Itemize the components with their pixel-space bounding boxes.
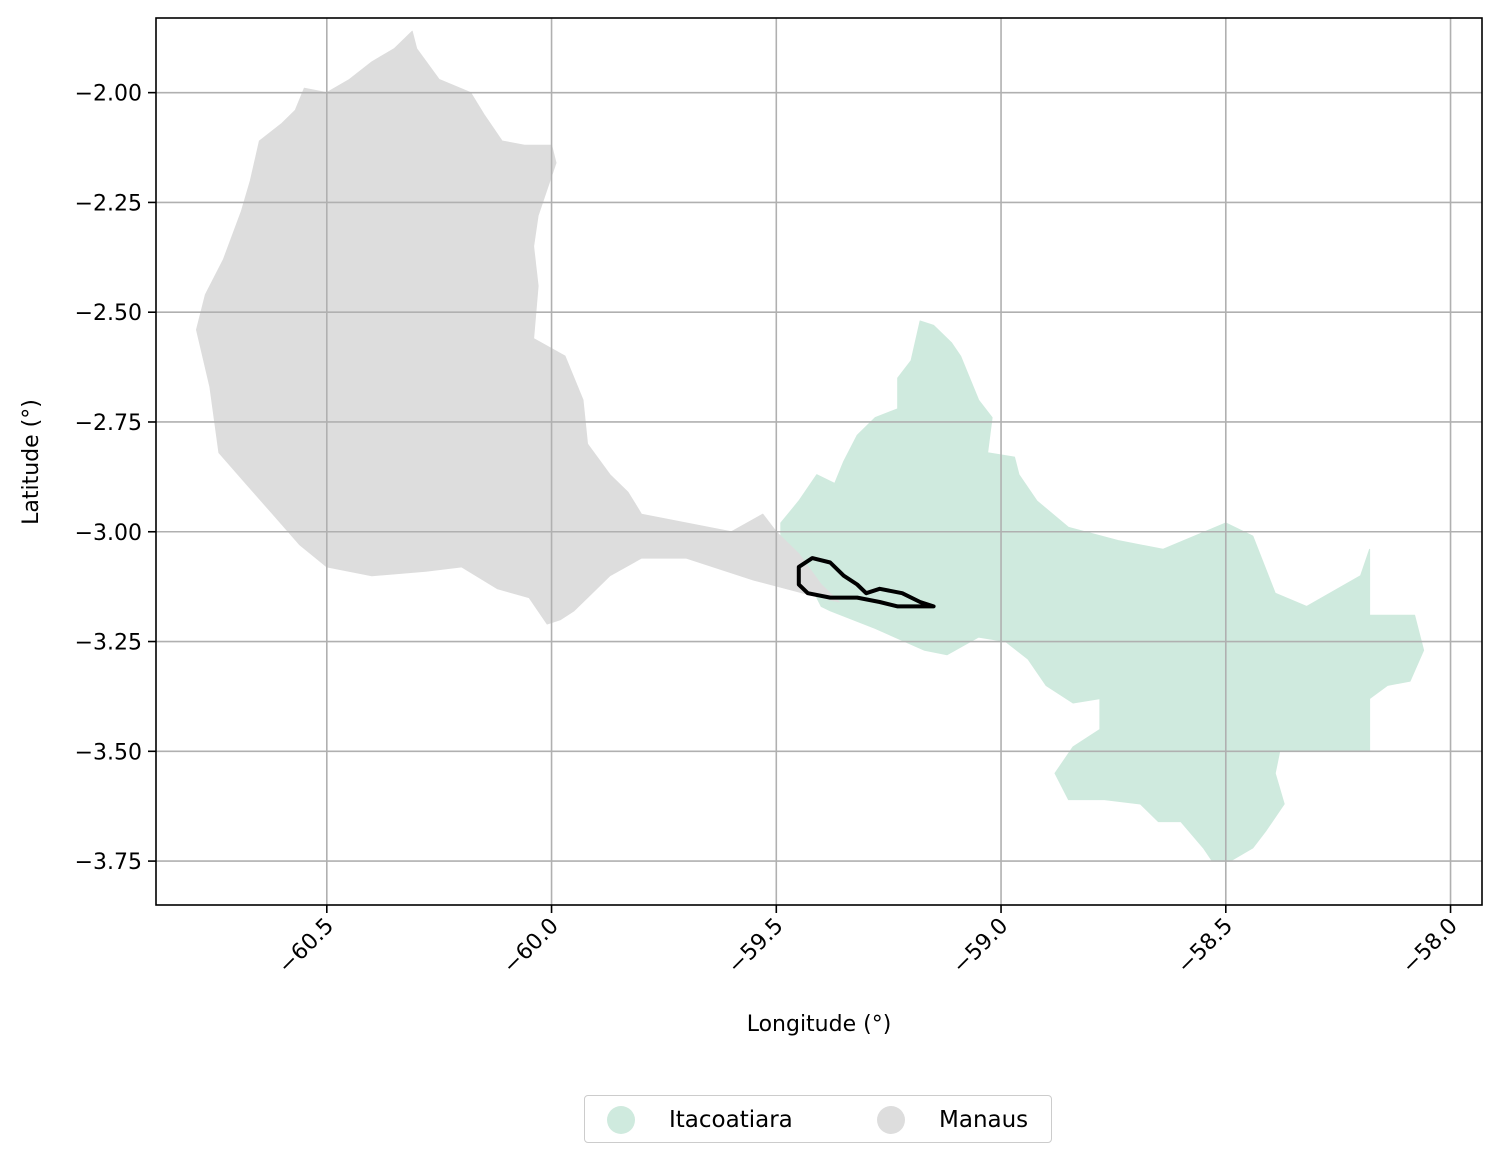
y-tick-label: −2.50 [75, 301, 142, 326]
legend-item-itacoatiara: Itacoatiara [607, 1096, 793, 1144]
y-tick-label: −2.75 [75, 411, 142, 436]
x-tick-label: −58.5 [1173, 914, 1238, 979]
y-axis-ticks: −2.00 −2.25 −2.50 −2.75 −3.00 −3.25 −3.50 −3.75 [75, 82, 156, 875]
x-tick-label: −59.5 [723, 914, 788, 979]
x-axis-label: Longitude (°) [747, 1012, 892, 1037]
x-tick-label: −59.0 [948, 914, 1013, 979]
legend-swatch-itacoatiara [607, 1106, 635, 1134]
grid-layer [156, 18, 1482, 905]
region-itacoatiara [780, 320, 1425, 862]
legend-label-itacoatiara: Itacoatiara [669, 1107, 793, 1133]
x-tick-label: −58.0 [1397, 914, 1462, 979]
outline-layer [796, 556, 936, 609]
legend-item-manaus: Manaus [877, 1096, 1028, 1144]
y-tick-label: −3.00 [75, 521, 142, 546]
legend-label-manaus: Manaus [939, 1107, 1029, 1133]
y-tick-label: −2.00 [75, 82, 142, 107]
y-tick-label: −3.75 [75, 850, 142, 875]
y-tick-label: −3.50 [75, 740, 142, 765]
x-axis-ticks: −60.5 −60.0 −59.5 −59.0 −58.5 −58.0 [274, 905, 1463, 979]
x-tick-label: −60.5 [274, 914, 339, 979]
legend-swatch-manaus [877, 1106, 905, 1134]
legend: Itacoatiara Manaus [584, 1095, 1052, 1143]
regions-layer [196, 30, 1425, 862]
y-tick-label: −3.25 [75, 631, 142, 656]
region-manaus [196, 30, 840, 625]
plot-frame [155, 17, 1483, 906]
y-tick-label: −2.25 [75, 191, 142, 216]
x-tick-label: −60.0 [498, 914, 563, 979]
y-axis-label: Latitude (°) [19, 399, 44, 525]
study-area-outline [796, 556, 936, 609]
